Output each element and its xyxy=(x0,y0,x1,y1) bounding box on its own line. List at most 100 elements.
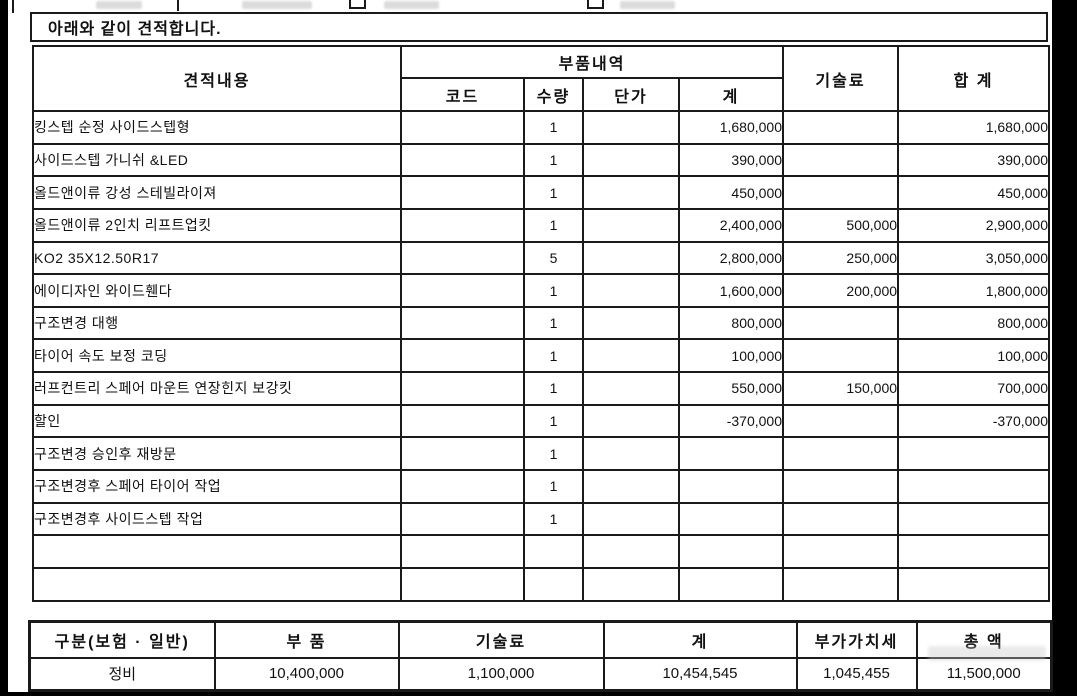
cell-qty xyxy=(523,534,584,569)
cell-code xyxy=(400,305,525,341)
cell-code xyxy=(400,566,525,602)
table-row: 올드앤이류 강성 스테빌라이져 1 450,000 450,000 xyxy=(32,175,1051,210)
cell-tech-fee: 250,000 xyxy=(782,240,900,276)
cell-subtotal: 1,600,000 xyxy=(677,273,785,308)
cell-subtotal: 2,800,000 xyxy=(677,240,785,276)
summary-cell-parts: 10,400,000 xyxy=(213,656,400,692)
cell-item-name: 타이어 속도 보정 코딩 xyxy=(32,338,402,374)
table-row: 구조변경 승인후 재방문 1 xyxy=(32,436,1051,472)
header-total: 합 계 xyxy=(897,45,1051,112)
cell-total: 1,680,000 xyxy=(897,110,1051,145)
summary-header-tech-fee: 기술료 xyxy=(397,620,605,659)
cell-total: 800,000 xyxy=(897,305,1051,341)
faded-text-fragment xyxy=(96,1,142,9)
header-code: 코드 xyxy=(400,77,525,112)
cell-qty: 1 xyxy=(523,436,584,472)
cell-subtotal xyxy=(677,469,785,504)
cropped-table-line xyxy=(12,0,14,13)
cell-item-name: 올드앤이류 2인치 리프트업킷 xyxy=(32,207,402,243)
cell-unit-price xyxy=(582,175,680,210)
cell-unit-price xyxy=(582,273,680,308)
cell-unit-price xyxy=(582,142,680,178)
cell-tech-fee xyxy=(782,403,900,439)
summary-cell-category: 정비 xyxy=(28,656,216,692)
cell-code xyxy=(400,403,525,439)
summary-data-row: 정비 10,400,000 1,100,000 10,454,545 1,045… xyxy=(28,656,1053,692)
cell-tech-fee xyxy=(782,338,900,374)
summary-cell-tech-fee: 1,100,000 xyxy=(397,656,605,692)
cell-item-name xyxy=(32,534,402,569)
cell-total xyxy=(897,501,1051,537)
cell-subtotal: 2,400,000 xyxy=(677,207,785,243)
header-item: 견적내용 xyxy=(32,45,402,112)
cell-total xyxy=(897,469,1051,504)
cell-subtotal xyxy=(677,566,785,602)
cell-tech-fee xyxy=(782,436,900,472)
summary-header-parts: 부 품 xyxy=(213,620,400,659)
cell-subtotal: 450,000 xyxy=(677,175,785,210)
table-row: 킹스텝 순정 사이드스텝형 1 1,680,000 1,680,000 xyxy=(32,110,1051,145)
table-row: KO2 35X12.50R17 5 2,800,000 250,000 3,05… xyxy=(32,240,1051,276)
cell-total xyxy=(897,534,1051,569)
cell-code xyxy=(400,534,525,569)
cell-item-name xyxy=(32,566,402,602)
cropped-table-line xyxy=(177,0,179,11)
summary-cell-subtotal: 10,454,545 xyxy=(602,656,798,692)
cell-tech-fee xyxy=(782,142,900,178)
cell-item-name: 구조변경 승인후 재방문 xyxy=(32,436,402,472)
cell-total: 450,000 xyxy=(897,175,1051,210)
cell-qty: 1 xyxy=(523,110,584,145)
watermark xyxy=(928,646,1046,661)
cell-total xyxy=(897,566,1051,602)
cell-code xyxy=(400,240,525,276)
summary-header-category: 구분(보험 · 일반) xyxy=(28,620,216,659)
table-row: 할인 1 -370,000 -370,000 xyxy=(32,403,1051,439)
cell-unit-price xyxy=(582,371,680,406)
cell-subtotal xyxy=(677,436,785,472)
cell-unit-price xyxy=(582,403,680,439)
cell-unit-price xyxy=(582,566,680,602)
notice-text: 아래와 같이 견적합니다. xyxy=(48,21,222,38)
table-row: 에이디자인 와이드휀다 1 1,600,000 200,000 1,800,00… xyxy=(32,273,1051,308)
table-row xyxy=(32,566,1051,602)
cell-qty: 1 xyxy=(523,403,584,439)
header-parts-group: 부품내역 xyxy=(399,45,785,79)
cell-item-name: 할인 xyxy=(32,403,402,439)
cell-item-name: 구조변경후 스페어 타이어 작업 xyxy=(32,469,402,504)
cell-subtotal xyxy=(677,534,785,569)
notice-bar: 아래와 같이 견적합니다. xyxy=(30,12,1048,42)
cell-qty: 1 xyxy=(523,273,584,308)
faded-text-fragment xyxy=(242,1,312,9)
cell-unit-price xyxy=(582,469,680,504)
cell-subtotal xyxy=(677,501,785,537)
estimate-table: 견적내용 부품내역 기술료 합 계 코드 수량 단가 계 킹스텝 순정 사이드스… xyxy=(32,45,1051,602)
table-row: 러프컨트리 스페어 마운트 연장힌지 보강킷 1 550,000 150,000… xyxy=(32,371,1051,406)
cell-tech-fee xyxy=(782,175,900,210)
table-row: 올드앤이류 2인치 리프트업킷 1 2,400,000 500,000 2,90… xyxy=(32,207,1051,243)
cell-code xyxy=(400,142,525,178)
cell-code xyxy=(400,501,525,537)
cell-total: 700,000 xyxy=(897,371,1051,406)
checkbox-icon xyxy=(349,0,366,9)
cell-qty: 1 xyxy=(523,501,584,537)
cell-item-name: 러프컨트리 스페어 마운트 연장힌지 보강킷 xyxy=(32,371,402,406)
summary-cell-vat: 1,045,455 xyxy=(795,656,918,692)
faded-text-fragment xyxy=(620,1,675,9)
table-row: 사이드스텝 가니쉬 &LED 1 390,000 390,000 xyxy=(32,142,1051,178)
cell-item-name: 구조변경후 사이드스텝 작업 xyxy=(32,501,402,537)
cell-total: 100,000 xyxy=(897,338,1051,374)
header-row-1: 견적내용 부품내역 기술료 합 계 xyxy=(32,45,1051,112)
header-tech-fee: 기술료 xyxy=(782,45,900,112)
cell-qty: 5 xyxy=(523,240,584,276)
header-row-2: 코드 수량 단가 계 xyxy=(33,77,1049,112)
cell-total: -370,000 xyxy=(897,403,1051,439)
table-row: 타이어 속도 보정 코딩 1 100,000 100,000 xyxy=(32,338,1051,374)
summary-header-total: 총 액 xyxy=(915,620,1053,659)
table-row xyxy=(32,534,1051,569)
cell-tech-fee xyxy=(782,469,900,504)
summary-table: 구분(보험 · 일반) 부 품 기술료 계 부가가치세 총 액 정비 10,40… xyxy=(28,620,1053,692)
checkbox-icon xyxy=(587,0,604,9)
cell-subtotal: -370,000 xyxy=(677,403,785,439)
cell-unit-price xyxy=(582,534,680,569)
cell-total: 3,050,000 xyxy=(897,240,1051,276)
